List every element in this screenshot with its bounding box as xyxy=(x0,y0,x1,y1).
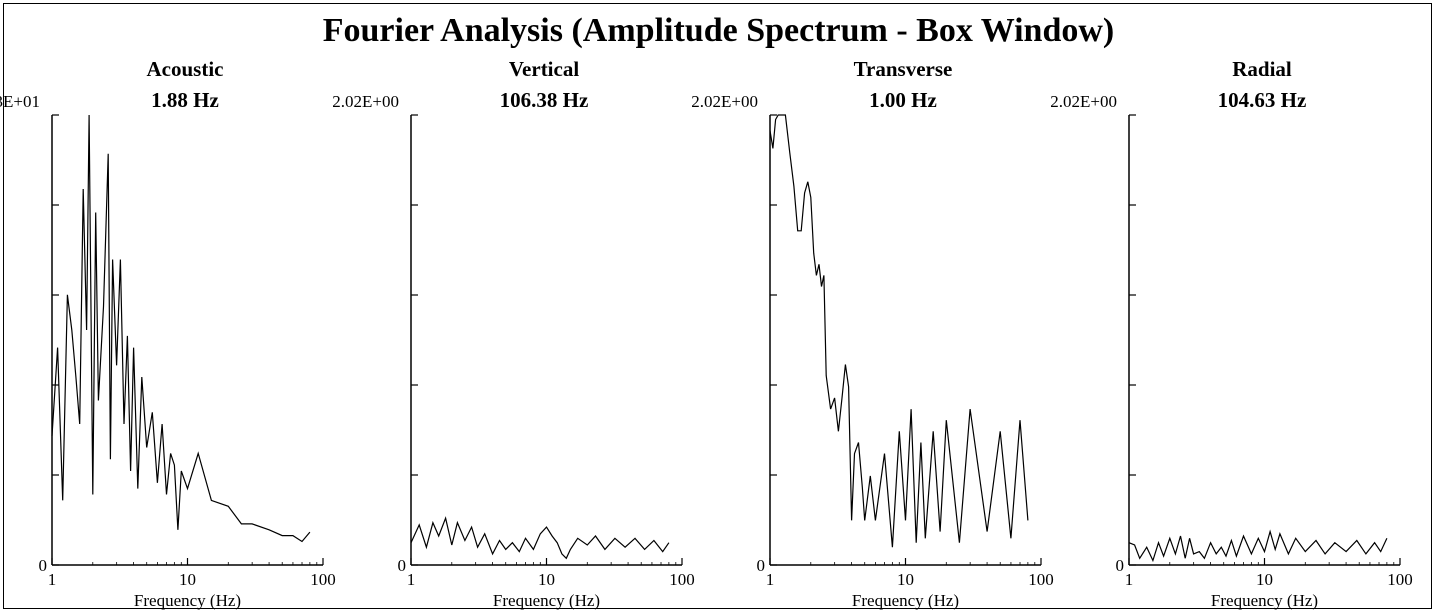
radial-x-tick-label: 1 xyxy=(1125,570,1134,589)
vertical-x-tick-label: 10 xyxy=(538,570,555,589)
acoustic-x-tick-label: 10 xyxy=(179,570,196,589)
acoustic-spectrum-line xyxy=(51,114,311,543)
radial-spectrum-line xyxy=(1128,529,1388,563)
figure-title: Fourier Analysis (Amplitude Spectrum - B… xyxy=(322,12,1115,49)
figure-frame xyxy=(3,3,1432,609)
radial-peak-frequency: 104.63 Hz xyxy=(1218,88,1307,112)
vertical-x-axis-label: Frequency (Hz) xyxy=(493,591,600,610)
transverse-x-tick-label: 100 xyxy=(1028,570,1054,589)
transverse-ymax-label: 2.02E+00 xyxy=(691,92,758,111)
acoustic-x-axis-label: Frequency (Hz) xyxy=(134,591,241,610)
radial-x-axis-label: Frequency (Hz) xyxy=(1211,591,1318,610)
transverse-x-tick-label: 10 xyxy=(897,570,914,589)
radial-ymax-label: 2.02E+00 xyxy=(1050,92,1117,111)
vertical-panel-title: Vertical xyxy=(509,57,580,81)
vertical-x-tick-label: 100 xyxy=(669,570,695,589)
transverse-ymin-label: 0 xyxy=(757,556,766,575)
transverse-x-axis-label: Frequency (Hz) xyxy=(852,591,959,610)
radial-x-tick-label: 100 xyxy=(1387,570,1413,589)
transverse-x-tick-label: 1 xyxy=(766,570,775,589)
vertical-x-tick-label: 1 xyxy=(407,570,416,589)
transverse-peak-frequency: 1.00 Hz xyxy=(869,88,937,112)
acoustic-ymax-label: 3.83E+01 xyxy=(0,92,40,111)
acoustic-peak-frequency: 1.88 Hz xyxy=(151,88,219,112)
radial-x-tick-label: 10 xyxy=(1256,570,1273,589)
transverse-panel-title: Transverse xyxy=(854,57,953,81)
radial-ymin-label: 0 xyxy=(1116,556,1125,575)
transverse-spectrum-line xyxy=(769,114,1029,548)
acoustic-panel-title: Acoustic xyxy=(147,57,224,81)
vertical-spectrum-line xyxy=(410,516,670,560)
acoustic-x-tick-label: 100 xyxy=(310,570,336,589)
vertical-ymin-label: 0 xyxy=(398,556,407,575)
acoustic-x-tick-label: 1 xyxy=(48,570,57,589)
acoustic-ymin-label: 0 xyxy=(39,556,48,575)
vertical-ymax-label: 2.02E+00 xyxy=(332,92,399,111)
radial-panel-title: Radial xyxy=(1232,57,1292,81)
vertical-peak-frequency: 106.38 Hz xyxy=(500,88,589,112)
